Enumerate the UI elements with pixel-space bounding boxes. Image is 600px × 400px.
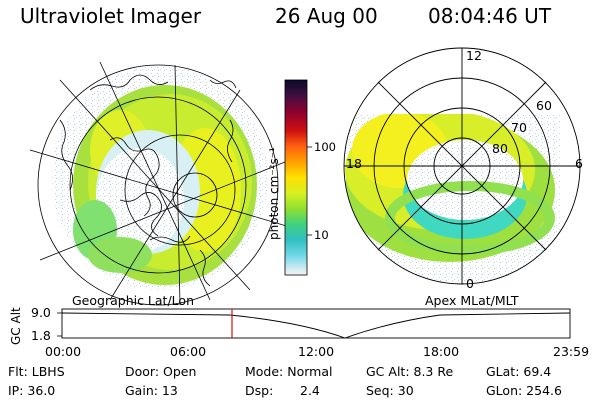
colorbar-tick-100: 100 — [314, 140, 336, 154]
alt-xtick-1800: 18:00 — [423, 344, 459, 359]
filter-info: Flt: LBHS — [8, 364, 65, 379]
colorbar: 100 10 photon cm⁻²s⁻¹ — [267, 79, 336, 276]
gc-alt-info: GC Alt: 8.3 Re — [366, 364, 454, 379]
alt-ytick-9: 9.0 — [31, 305, 51, 320]
dsp-label: Dsp: — [245, 383, 274, 398]
observation-date: 26 Aug 00 — [275, 4, 378, 28]
alt-xtick-1200: 12:00 — [298, 344, 334, 359]
mode-info: Mode: Normal — [245, 364, 333, 379]
seq-info: Seq: 30 — [366, 383, 414, 398]
glon-info: GLon: 254.6 — [486, 383, 562, 398]
mlt-label-0: 0 — [466, 276, 474, 291]
right-panel-caption: Apex MLat/MLT — [425, 293, 519, 308]
ip-info: IP: 36.0 — [8, 383, 56, 398]
colorbar-tick-10: 10 — [314, 228, 329, 242]
door-info: Door: Open — [125, 364, 197, 379]
left-panel-caption: Geographic Lat/Lon — [72, 293, 194, 308]
magnetic-polar-plot: 12 18 6 0 60 70 80 Apex MLat/MLT — [343, 47, 583, 308]
mlat-label-80: 80 — [492, 141, 508, 156]
alt-xtick-0600: 06:00 — [170, 344, 206, 359]
dsp-value: 2.4 — [300, 383, 320, 398]
geographic-map: Geographic Lat/Lon — [29, 61, 301, 308]
mlat-label-60: 60 — [536, 98, 552, 113]
mlt-label-6: 6 — [575, 156, 583, 171]
mlat-label-70: 70 — [511, 120, 527, 135]
alt-ytick-1.8: 1.8 — [31, 328, 51, 343]
mlt-label-18: 18 — [346, 156, 362, 171]
instrument-title: Ultraviolet Imager — [20, 4, 202, 28]
colorbar-unit-label: photon cm⁻²s⁻¹ — [267, 147, 281, 240]
alt-ylabel: GC Alt — [9, 307, 23, 345]
mlt-label-12: 12 — [466, 48, 482, 63]
glat-info: GLat: 69.4 — [486, 364, 552, 379]
altitude-plot: 9.0 1.8 GC Alt 00:00 06:00 12:00 18:00 2… — [9, 305, 589, 359]
observation-time: 08:04:46 UT — [428, 4, 552, 28]
gain-info: Gain: 13 — [125, 383, 178, 398]
alt-xtick-2359: 23:59 — [553, 344, 589, 359]
alt-xtick-0000: 00:00 — [45, 344, 81, 359]
